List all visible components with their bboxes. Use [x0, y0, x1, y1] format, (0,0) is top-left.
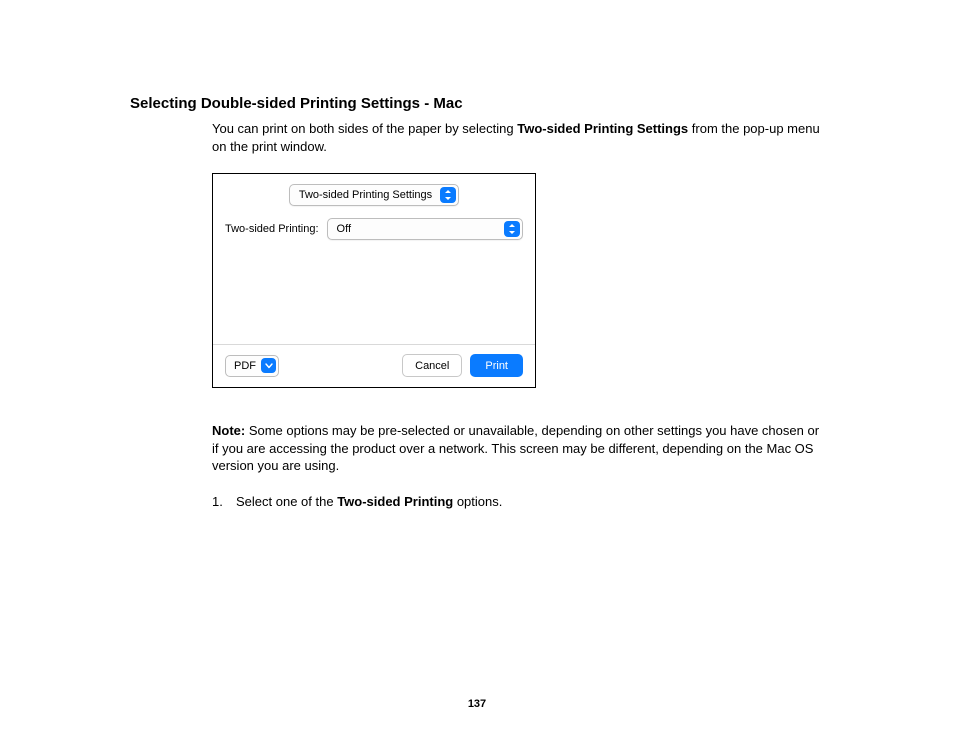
note-paragraph: Note: Some options may be pre-selected o… [212, 422, 824, 475]
two-sided-label: Two-sided Printing: [225, 223, 319, 235]
panel-selector-row: Two-sided Printing Settings [225, 184, 523, 206]
intro-bold: Two-sided Printing Settings [517, 121, 688, 136]
intro-text-before: You can print on both sides of the paper… [212, 121, 517, 136]
step-1: 1. Select one of the Two-sided Printing … [212, 493, 824, 511]
body-content: You can print on both sides of the paper… [212, 120, 824, 510]
chevron-down-icon [261, 358, 276, 373]
print-dialog: Two-sided Printing Settings Two-sided Pr… [212, 173, 536, 388]
panel-selector-popup[interactable]: Two-sided Printing Settings [289, 184, 459, 206]
updown-arrows-icon [504, 221, 520, 237]
note-prefix: Note: [212, 423, 245, 438]
step-number: 1. [212, 493, 236, 511]
dialog-top: Two-sided Printing Settings Two-sided Pr… [213, 174, 535, 344]
pdf-label: PDF [234, 360, 256, 372]
cancel-button[interactable]: Cancel [402, 354, 462, 377]
two-sided-setting-row: Two-sided Printing: Off [225, 218, 523, 240]
updown-arrows-icon [440, 187, 456, 203]
page-heading: Selecting Double-sided Printing Settings… [130, 95, 824, 112]
page-number: 137 [0, 698, 954, 710]
step-before: Select one of the [236, 494, 337, 509]
dialog-spacer [225, 252, 523, 344]
footer-buttons: Cancel Print [402, 354, 523, 377]
pdf-dropdown-button[interactable]: PDF [225, 355, 279, 377]
note-text: Some options may be pre-selected or unav… [212, 423, 819, 473]
two-sided-select[interactable]: Off [327, 218, 523, 240]
step-text: Select one of the Two-sided Printing opt… [236, 493, 502, 511]
intro-paragraph: You can print on both sides of the paper… [212, 120, 824, 155]
two-sided-value: Off [337, 223, 351, 235]
panel-selector-label: Two-sided Printing Settings [299, 189, 440, 201]
step-bold: Two-sided Printing [337, 494, 453, 509]
step-after: options. [453, 494, 502, 509]
print-button[interactable]: Print [470, 354, 523, 377]
document-page: Selecting Double-sided Printing Settings… [0, 0, 954, 738]
dialog-footer: PDF Cancel Print [213, 344, 535, 387]
